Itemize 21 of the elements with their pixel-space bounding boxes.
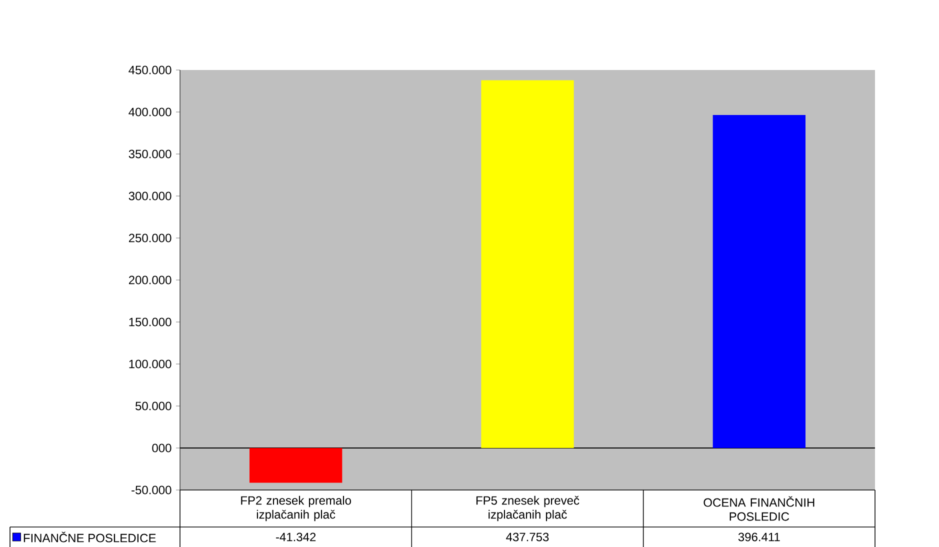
data-label: 437.753 [506,532,549,542]
x-tick-label: FP5 znesek preveč izplačanih plač [476,496,580,522]
bar [712,115,806,448]
bar [250,448,342,483]
x-tick-label: FP2 znesek premalo izplačanih plač [241,496,351,522]
data-label: -41.342 [276,532,316,542]
legend-label: FINANČNE POSLEDICE [24,532,156,542]
x-tick-label: OCENA FINANČNIH POSLEDIC [704,496,814,521]
y-tick-label: 250.000 [128,234,172,242]
y-tick-label: 450.000 [128,66,172,74]
y-tick-label: 400.000 [128,108,172,116]
data-label: 396.411 [738,532,780,542]
y-tick-label: 200.000 [128,276,172,284]
y-tick-label: 000 [152,444,172,452]
y-tick-label: 150.000 [129,318,172,326]
bar [481,80,574,448]
y-tick-label: 50.000 [136,402,172,410]
y-tick-label: 100.000 [129,360,172,368]
y-tick-label: 350.000 [128,150,172,158]
y-tick-label: -50.000 [132,486,172,494]
y-tick-label: 300.000 [128,192,172,200]
